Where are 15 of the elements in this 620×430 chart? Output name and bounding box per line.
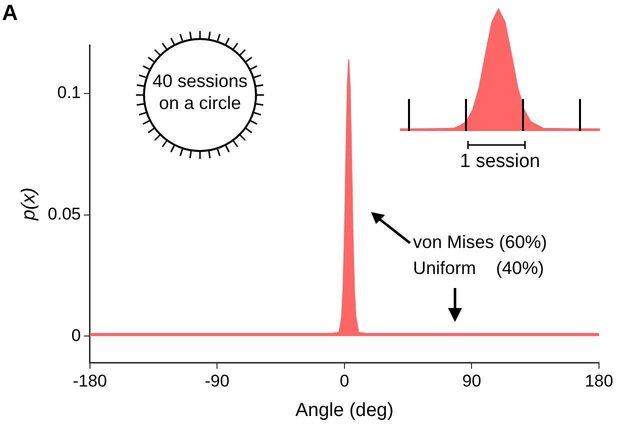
annotation: Uniform (40%): [413, 258, 544, 279]
x-tick-label: 180: [584, 372, 614, 391]
y-tick-label: 0: [71, 326, 81, 345]
x-axis-title: Angle (deg): [295, 400, 394, 421]
text: A: [2, 0, 18, 26]
annotation: 40 sessions on a circle: [151, 70, 249, 114]
x-tick-label: -90: [204, 372, 230, 391]
annotation: 1 session: [458, 151, 542, 173]
y-tick-label: 0.1: [57, 83, 81, 102]
annotation: von Mises (60%): [413, 232, 548, 253]
x-tick-label: 0: [340, 372, 350, 391]
y-tick-label: 0.05: [48, 204, 81, 224]
x-tick-label: -180: [72, 372, 107, 391]
y-axis-title: p(x): [18, 188, 40, 222]
x-tick-label: 90: [462, 372, 482, 391]
